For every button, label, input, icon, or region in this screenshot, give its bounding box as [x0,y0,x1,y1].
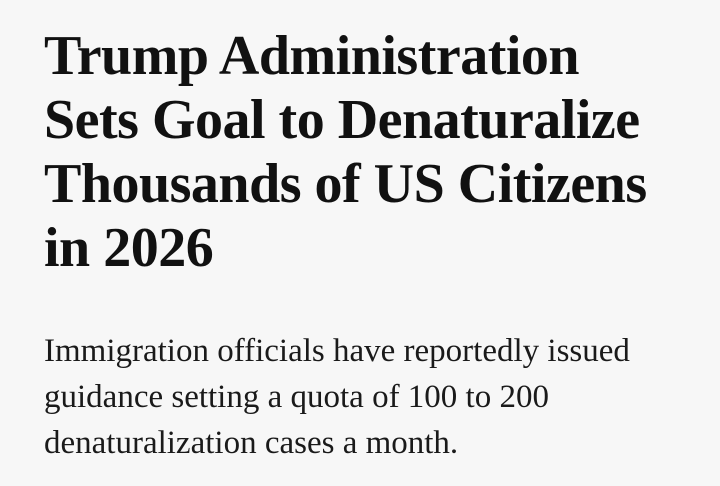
article: Trump Administration Sets Goal to Denatu… [44,25,647,461]
dek: Immigration officials have reportedly is… [44,333,630,461]
headline: Trump Administration Sets Goal to Denatu… [44,25,647,279]
